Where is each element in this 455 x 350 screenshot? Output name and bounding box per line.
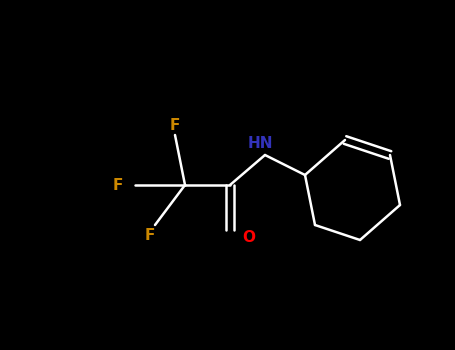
Text: HN: HN: [247, 135, 273, 150]
Text: F: F: [145, 228, 155, 243]
Text: F: F: [170, 118, 180, 133]
Text: O: O: [242, 231, 255, 245]
Text: F: F: [113, 177, 123, 192]
